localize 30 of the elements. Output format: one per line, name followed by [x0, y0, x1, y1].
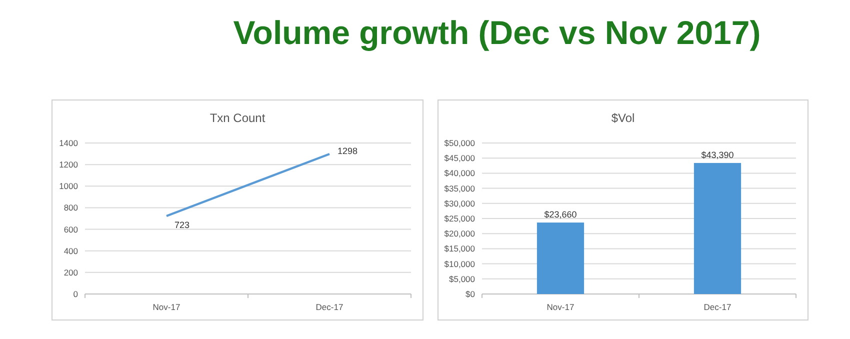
y-tick-label: $15,000	[444, 244, 476, 254]
y-tick-label: 1200	[59, 160, 78, 170]
chart-title: $Vol	[611, 111, 635, 125]
y-tick-label: $35,000	[444, 183, 476, 194]
y-tick-label: $5,000	[449, 274, 476, 284]
y-tick-label: $45,000	[444, 153, 476, 164]
y-tick-label: 0	[73, 289, 78, 299]
text: $23,660	[544, 210, 577, 220]
y-tick-label: 600	[64, 224, 78, 234]
data-label: 723	[174, 220, 190, 230]
text: $43,390	[701, 150, 734, 160]
y-tick-label: 800	[64, 202, 78, 213]
data-label: 1298	[338, 146, 358, 156]
y-tick-label: $25,000	[444, 214, 476, 224]
x-tick-label: Nov-17	[546, 302, 574, 312]
x-tick-label: Nov-17	[152, 302, 180, 312]
y-tick-label: $50,000	[444, 138, 476, 148]
chart-title: Txn Count	[210, 111, 266, 125]
y-tick-label: 200	[64, 267, 78, 278]
y-tick-label: $30,000	[444, 198, 476, 208]
y-tick-label: 400	[64, 246, 78, 256]
x-tick-label: Dec-17	[704, 302, 732, 312]
y-tick-label: $10,000	[444, 258, 476, 269]
y-tick-label: 1000	[59, 181, 78, 192]
y-tick-label: $0	[466, 289, 476, 299]
text: Volume growth (Dec vs Nov 2017)	[233, 14, 761, 51]
y-tick-label: $40,000	[444, 168, 476, 178]
y-tick-label: 1400	[59, 138, 78, 148]
y-tick-label: $20,000	[444, 228, 476, 239]
x-tick-label: Dec-17	[316, 302, 344, 312]
